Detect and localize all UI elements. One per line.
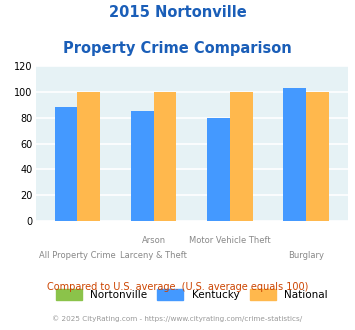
Text: All Property Crime: All Property Crime [39, 251, 116, 260]
Text: © 2025 CityRating.com - https://www.cityrating.com/crime-statistics/: © 2025 CityRating.com - https://www.city… [53, 315, 302, 322]
Bar [306, 92, 329, 221]
Text: Arson: Arson [142, 236, 166, 245]
Text: Motor Vehicle Theft: Motor Vehicle Theft [189, 236, 271, 245]
Bar [207, 118, 230, 221]
Bar [77, 92, 100, 221]
Legend: Nortonville, Kentucky, National: Nortonville, Kentucky, National [51, 285, 332, 305]
Bar [230, 92, 253, 221]
Text: Burglary: Burglary [288, 251, 324, 260]
Text: Compared to U.S. average. (U.S. average equals 100): Compared to U.S. average. (U.S. average … [47, 282, 308, 292]
Text: 2015 Nortonville: 2015 Nortonville [109, 5, 246, 20]
Bar [283, 88, 306, 221]
Bar [154, 92, 176, 221]
Text: Larceny & Theft: Larceny & Theft [120, 251, 187, 260]
Text: Property Crime Comparison: Property Crime Comparison [63, 41, 292, 56]
Bar [131, 111, 154, 221]
Bar [55, 107, 77, 221]
